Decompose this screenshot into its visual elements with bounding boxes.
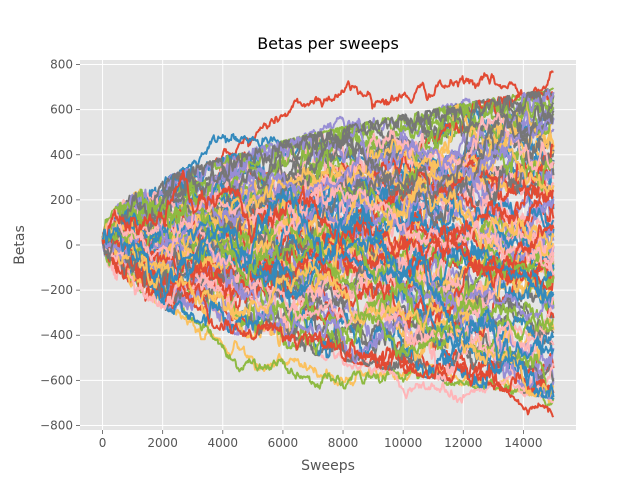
- y-tick-label: 200: [50, 193, 73, 207]
- y-axis-label: Betas: [12, 225, 28, 265]
- series-line: [101, 220, 555, 398]
- x-tick-label: 10000: [384, 436, 422, 450]
- y-tick-label: −400: [40, 328, 73, 342]
- y-tick-label: 400: [50, 148, 73, 162]
- series-line: [101, 169, 555, 278]
- y-tick-label: −600: [40, 373, 73, 387]
- y-tick-label: 600: [50, 103, 73, 117]
- x-tick-label: 0: [99, 436, 107, 450]
- y-axis-ticks: −800 −600 −400 −200 0 200 400 600 800: [40, 58, 80, 432]
- x-tick-label: 14000: [504, 436, 542, 450]
- chart-title: Betas per sweeps: [257, 34, 399, 53]
- series-line: [101, 187, 554, 358]
- series-line: [101, 186, 555, 398]
- x-tick-label: 4000: [208, 436, 239, 450]
- x-axis-ticks: 0 2000 4000 6000 8000 10000 12000 14000: [99, 430, 542, 450]
- x-tick-label: 12000: [444, 436, 482, 450]
- x-tick-label: 6000: [268, 436, 299, 450]
- series-line: [101, 95, 554, 258]
- series-line: [101, 226, 555, 338]
- y-tick-label: 0: [65, 238, 73, 252]
- y-tick-label: 800: [50, 58, 73, 72]
- x-tick-label: 8000: [328, 436, 359, 450]
- series-lines: [101, 70, 555, 418]
- x-tick-label: 2000: [147, 436, 178, 450]
- series-line: [102, 90, 555, 291]
- y-tick-label: −200: [40, 283, 73, 297]
- x-axis-label: Sweeps: [301, 458, 355, 474]
- y-tick-label: −800: [40, 418, 73, 432]
- series-line: [101, 183, 555, 276]
